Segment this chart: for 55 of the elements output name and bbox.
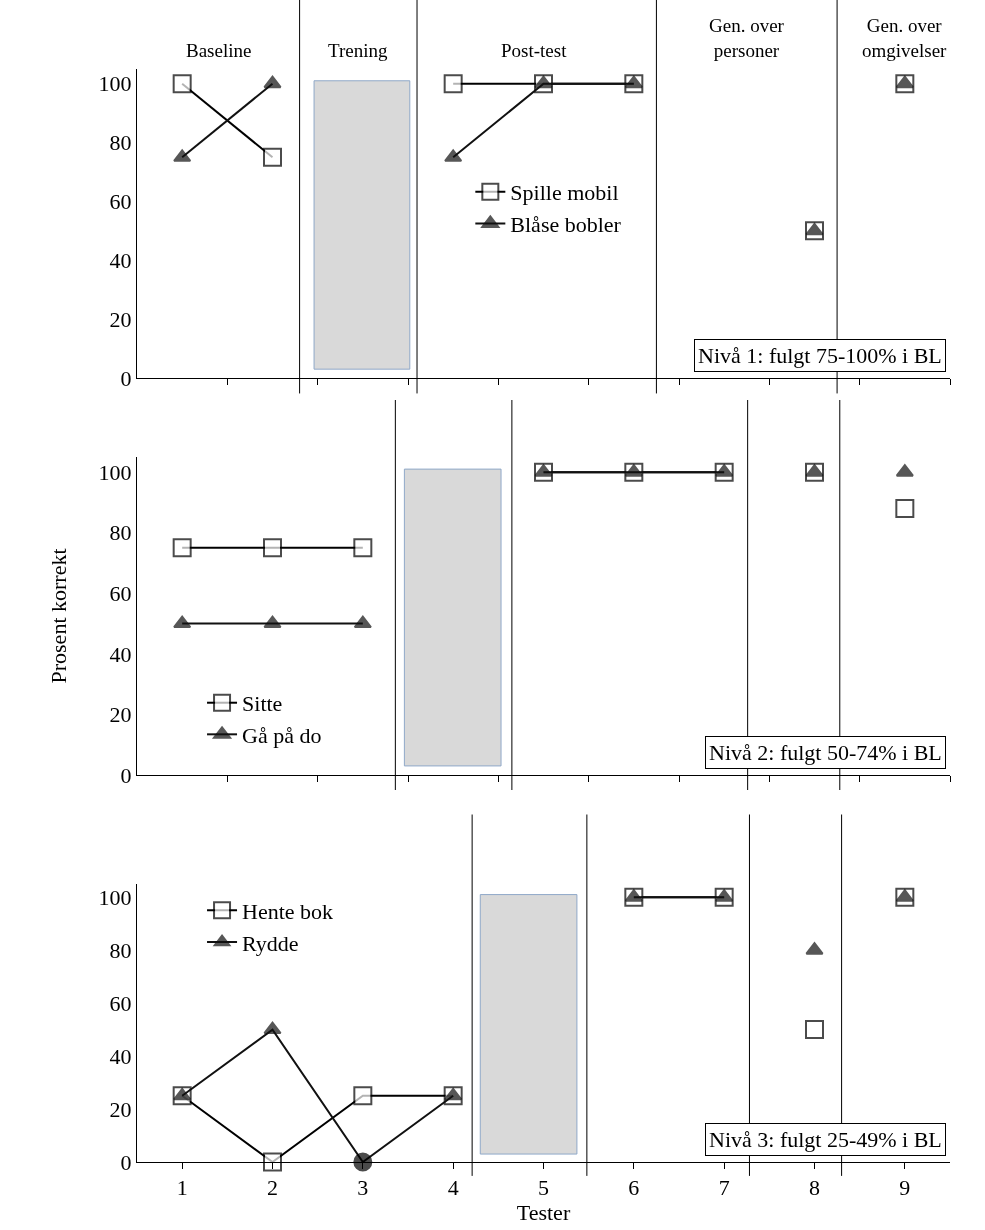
annotation: Nivå 2: fulgt 50-74% i BL (709, 740, 942, 765)
point (263, 615, 282, 629)
y-tick-label: 20 (109, 306, 132, 332)
x-tick-label: 5 (538, 1175, 549, 1201)
y-tick-label: 80 (109, 130, 132, 156)
legend-label: Rydde (242, 930, 299, 956)
y-tick-label: 100 (98, 884, 132, 910)
x-tick-label: 1 (176, 1175, 188, 1201)
annotation: Nivå 3: fulgt 25-49% i BL (709, 1127, 942, 1152)
point (624, 75, 643, 89)
text: Post-test (501, 40, 568, 61)
point (895, 498, 915, 518)
legend-label: Sitte (242, 691, 283, 717)
legend-label: Gå på do (242, 722, 322, 748)
point (172, 538, 192, 558)
annotation: Nivå 1: fulgt 75-100% i BL (698, 343, 942, 368)
point (263, 75, 282, 89)
legend-label: Blåse bobler (510, 212, 622, 238)
y-tick-label: 20 (109, 1096, 132, 1122)
point (805, 1020, 824, 1040)
legend-label: Hente bok (242, 898, 334, 924)
y-tick-label: 80 (109, 520, 132, 546)
y-tick-label: 100 (98, 459, 132, 485)
y-tick-label: 40 (109, 247, 132, 273)
y-axis-title: Prosent korrekt (46, 548, 72, 684)
x-tick-label: 4 (447, 1175, 459, 1201)
point (805, 222, 824, 236)
y-tick-label: 0 (120, 1149, 132, 1175)
point (173, 615, 192, 629)
text: Baseline (186, 40, 252, 61)
text: Gen. over personer (709, 15, 785, 61)
y-tick-label: 80 (109, 937, 132, 963)
x-tick-label: 8 (809, 1175, 820, 1201)
y-tick-label: 40 (109, 641, 132, 667)
legend-label: Spille mobil (510, 180, 619, 206)
x-tick-label: 2 (267, 1175, 278, 1201)
y-tick-label: 20 (109, 702, 132, 728)
x-tick-label: 7 (718, 1175, 730, 1201)
y-tick-label: 0 (120, 365, 132, 391)
x-tick-label: 3 (357, 1175, 369, 1201)
y-tick-label: 100 (98, 71, 132, 97)
y-tick-label: 60 (109, 990, 132, 1016)
x-tick-label: 6 (628, 1175, 640, 1201)
text: Trening (328, 40, 388, 61)
y-tick-label: 0 (120, 762, 132, 788)
point (353, 615, 372, 629)
text: Gen. over omgivelser (862, 15, 948, 61)
y-tick-label: 60 (109, 580, 132, 606)
x-axis-title: Tester (516, 1200, 571, 1226)
point (263, 538, 282, 558)
point (895, 75, 914, 89)
y-tick-label: 40 (109, 1043, 132, 1069)
y-tick-label: 60 (109, 189, 132, 215)
point (353, 538, 373, 558)
x-tick-label: 9 (899, 1175, 911, 1201)
